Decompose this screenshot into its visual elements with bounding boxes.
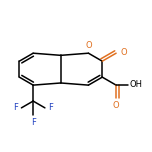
Text: F: F (31, 118, 36, 127)
Text: OH: OH (130, 80, 143, 89)
Text: O: O (120, 48, 127, 57)
Text: O: O (112, 101, 119, 110)
Text: O: O (86, 41, 93, 50)
Text: F: F (48, 103, 53, 112)
Text: F: F (14, 103, 18, 112)
